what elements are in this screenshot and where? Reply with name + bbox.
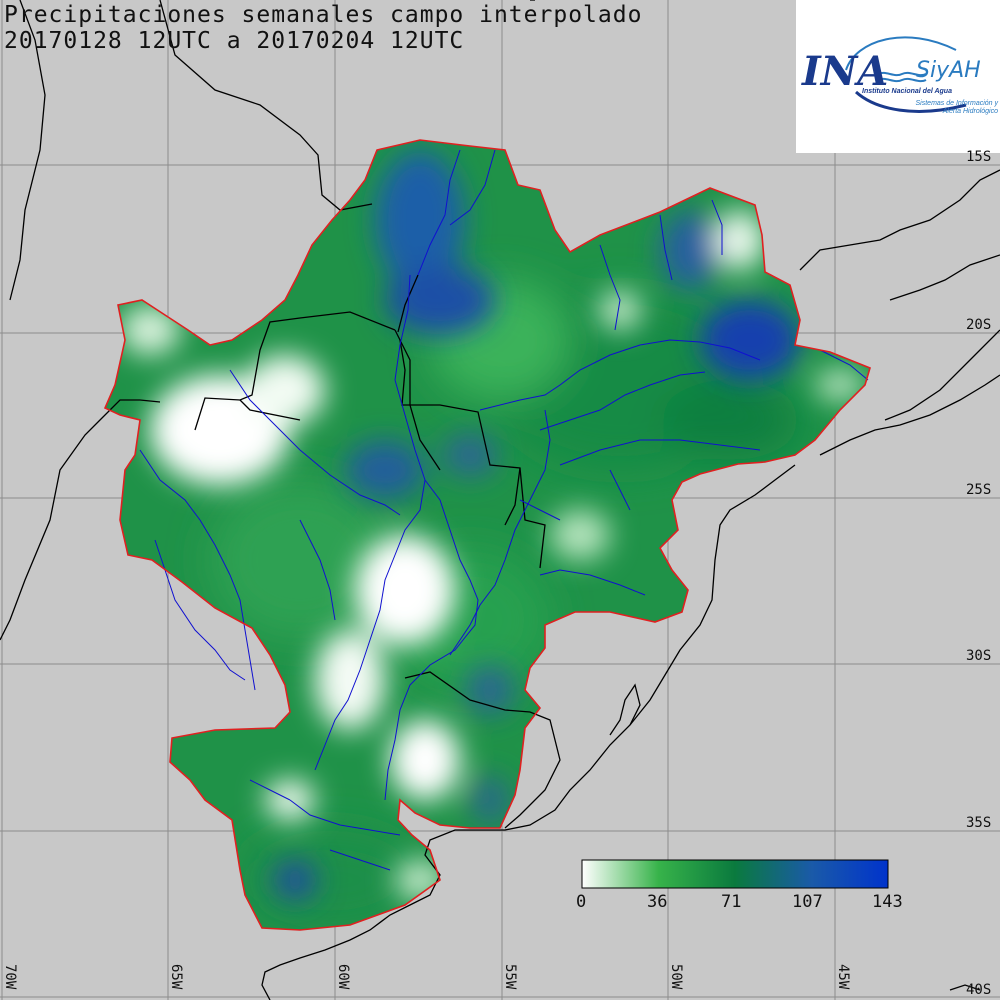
logo-siyah-text: SiyAH — [916, 58, 981, 83]
lon-label-50w: 50W — [668, 964, 684, 990]
lon-label-65w: 65W — [168, 964, 184, 990]
lon-label-55w: 55W — [502, 964, 518, 990]
logo-ina-text: INA — [802, 48, 889, 95]
lon-label-45w: 45W — [835, 964, 851, 990]
colorbar-tick-107: 107 — [792, 892, 823, 912]
map-title: Precipitaciones semanales campo interpol… — [4, 2, 643, 28]
basin-outline — [103, 139, 871, 931]
ina-siyah-logo: INA SiyAH Instituto Nacional del Agua Si… — [796, 0, 1000, 153]
lat-label-25s: 25S — [966, 482, 992, 498]
wave-logo-icon — [845, 36, 967, 113]
rivers — [139, 149, 869, 871]
coastline — [261, 374, 1000, 1000]
colorbar — [581, 859, 889, 889]
colorbar-tick-36: 36 — [647, 892, 668, 912]
country-borders — [0, 0, 1000, 829]
lat-label-30s: 30S — [966, 648, 992, 664]
colorbar-tick-0: 0 — [576, 892, 587, 912]
logo-institute-text: Instituto Nacional del Agua — [862, 88, 952, 95]
precipitation-field — [105, 140, 870, 930]
lat-label-20s: 20S — [966, 317, 992, 333]
lat-label-35s: 35S — [966, 815, 992, 831]
lon-label-60w: 60W — [335, 964, 351, 990]
lon-label-70w: 70W — [2, 964, 18, 990]
lat-label-15s: 15S — [966, 149, 992, 165]
colorbar-tick-143: 143 — [872, 892, 903, 912]
lat-label-40s: 40S — [966, 982, 992, 998]
colorbar-tick-71: 71 — [721, 892, 742, 912]
logo-system-text: Sistemas de Información y Alerta Hidroló… — [915, 100, 998, 115]
date-range: 20170128 12UTC a 20170204 12UTC — [4, 28, 465, 54]
